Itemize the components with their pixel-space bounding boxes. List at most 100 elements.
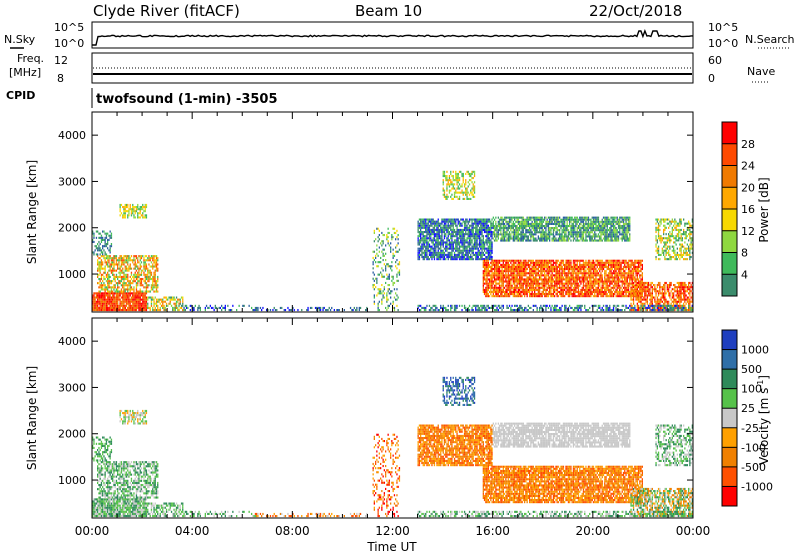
- power-cell: [465, 220, 467, 223]
- power-cell: [517, 286, 519, 289]
- power-cell: [566, 259, 568, 262]
- power-cell: [592, 286, 595, 289]
- power-cell: [516, 286, 518, 289]
- power-cell: [472, 228, 474, 231]
- power-cell: [392, 281, 394, 284]
- power-cell: [527, 284, 529, 287]
- power-cell: [502, 218, 504, 221]
- power-cell: [457, 191, 459, 194]
- power-cell: [377, 309, 379, 312]
- power-cell: [122, 257, 124, 260]
- power-cell: [582, 259, 585, 262]
- power-cell: [376, 227, 378, 230]
- power-cell: [463, 183, 466, 186]
- power-cell: [94, 298, 96, 301]
- power-cell: [153, 298, 155, 301]
- power-cell: [534, 280, 536, 283]
- power-cell: [522, 235, 524, 238]
- power-cell: [542, 282, 545, 285]
- power-cell: [122, 284, 124, 287]
- power-cell: [512, 278, 514, 281]
- power-cell: [488, 251, 491, 254]
- power-cell: [144, 208, 146, 211]
- power-cell: [457, 253, 459, 256]
- power-cell: [601, 259, 603, 262]
- power-cell: [521, 222, 523, 225]
- power-cell: [485, 270, 487, 273]
- power-cell: [430, 218, 432, 221]
- power-cell: [477, 253, 479, 256]
- power-cell: [417, 237, 419, 240]
- power-cell: [426, 235, 428, 238]
- power-cell: [98, 309, 100, 312]
- power-cell: [502, 288, 504, 291]
- power-cell: [390, 246, 392, 249]
- power-cell: [204, 309, 206, 312]
- power-cell: [470, 256, 472, 259]
- power-cell: [442, 224, 444, 227]
- power-cell: [169, 298, 171, 301]
- power-cell: [626, 286, 628, 289]
- power-cell: [587, 288, 590, 291]
- power-cell: [107, 302, 109, 305]
- power-cell: [124, 203, 126, 206]
- power-cell: [476, 247, 478, 250]
- power-cell: [512, 265, 514, 268]
- power-cell: [517, 231, 519, 234]
- power-cell: [580, 276, 582, 279]
- power-cell: [475, 245, 477, 248]
- power-cell: [460, 224, 462, 227]
- power-cell: [590, 293, 592, 296]
- power-cell: [390, 302, 392, 305]
- power-cell: [157, 259, 159, 262]
- power-cell: [584, 280, 586, 283]
- power-cell: [510, 216, 512, 219]
- power-cell: [483, 293, 486, 296]
- power-cell: [544, 265, 546, 268]
- power-cell: [496, 286, 498, 289]
- power-cell: [221, 304, 223, 307]
- power-cell: [552, 268, 555, 271]
- power-cell: [572, 288, 575, 291]
- power-cell: [386, 292, 388, 295]
- power-cell: [110, 282, 113, 285]
- power-cell: [426, 245, 428, 248]
- power-cell: [532, 270, 534, 273]
- power-cell: [110, 304, 113, 307]
- power-cell: [482, 228, 484, 231]
- power-cell: [524, 272, 526, 275]
- power-cell: [586, 263, 588, 266]
- power-cell: [526, 272, 528, 275]
- power-cell: [457, 231, 459, 234]
- power-cell: [515, 295, 517, 298]
- power-cell: [378, 238, 380, 241]
- power-cell: [155, 269, 158, 272]
- power-cell: [506, 222, 508, 225]
- power-cell: [550, 288, 552, 291]
- power-cell: [472, 170, 474, 173]
- power-cell: [154, 290, 156, 293]
- power-cell: [487, 261, 489, 264]
- power-cell: [495, 278, 497, 281]
- power-cell: [576, 272, 578, 275]
- power-cell: [118, 271, 120, 274]
- power-cell: [547, 282, 550, 285]
- power-cell: [142, 255, 144, 258]
- power-cell: [605, 272, 607, 275]
- power-cell: [486, 241, 488, 244]
- power-cell: [150, 255, 153, 258]
- power-cell: [466, 193, 468, 196]
- power-cell: [133, 298, 135, 301]
- power-cell: [470, 189, 472, 192]
- power-cell: [436, 245, 438, 248]
- power-cell: [383, 275, 385, 278]
- power-cell: [109, 292, 111, 295]
- power-cell: [124, 294, 126, 297]
- power-cell: [123, 284, 125, 287]
- power-cell: [534, 268, 536, 271]
- power-cell: [600, 286, 602, 289]
- power-cell: [115, 309, 118, 312]
- power-cell: [175, 296, 178, 299]
- power-cell: [110, 309, 113, 312]
- power-cell: [503, 293, 506, 296]
